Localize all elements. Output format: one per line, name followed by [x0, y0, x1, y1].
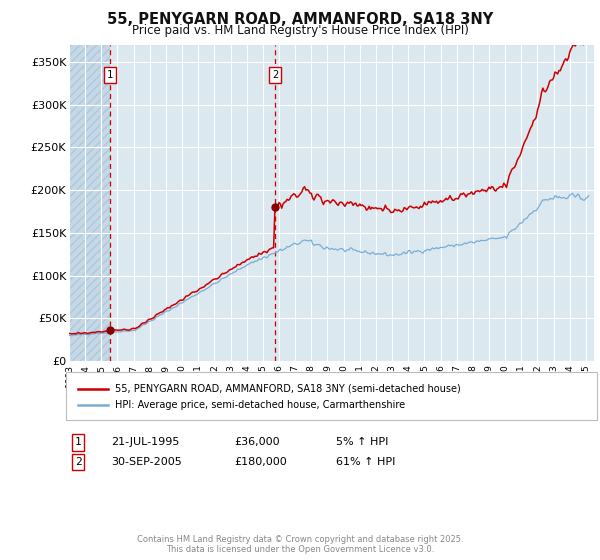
- Text: 1: 1: [74, 437, 82, 447]
- Text: 55, PENYGARN ROAD, AMMANFORD, SA18 3NY: 55, PENYGARN ROAD, AMMANFORD, SA18 3NY: [107, 12, 493, 27]
- Text: 21-JUL-1995: 21-JUL-1995: [111, 437, 179, 447]
- Text: £180,000: £180,000: [234, 457, 287, 467]
- Bar: [69, 45, 110, 361]
- Text: £36,000: £36,000: [234, 437, 280, 447]
- Text: Contains HM Land Registry data © Crown copyright and database right 2025.
This d: Contains HM Land Registry data © Crown c…: [137, 535, 463, 554]
- Text: 61% ↑ HPI: 61% ↑ HPI: [336, 457, 395, 467]
- Text: 1: 1: [107, 70, 113, 80]
- Text: 55, PENYGARN ROAD, AMMANFORD, SA18 3NY (semi-detached house): 55, PENYGARN ROAD, AMMANFORD, SA18 3NY (…: [115, 384, 461, 394]
- Text: HPI: Average price, semi-detached house, Carmarthenshire: HPI: Average price, semi-detached house,…: [115, 400, 406, 410]
- Text: 5% ↑ HPI: 5% ↑ HPI: [336, 437, 388, 447]
- Text: 2: 2: [74, 457, 82, 467]
- Bar: [69, 45, 110, 361]
- Text: 30-SEP-2005: 30-SEP-2005: [111, 457, 182, 467]
- Text: 2: 2: [272, 70, 278, 80]
- Text: Price paid vs. HM Land Registry's House Price Index (HPI): Price paid vs. HM Land Registry's House …: [131, 24, 469, 36]
